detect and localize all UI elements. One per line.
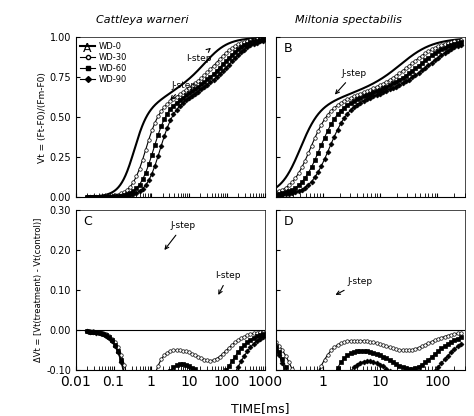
Y-axis label: Vt = (Ft-F0)/(Fm-F0): Vt = (Ft-F0)/(Fm-F0) (37, 72, 46, 163)
Text: B: B (283, 42, 292, 55)
Text: D: D (283, 215, 293, 228)
Y-axis label: ΔVt = [Vt(treatment) - Vt(control)]: ΔVt = [Vt(treatment) - Vt(control)] (34, 218, 43, 362)
Text: Cattleya warneri: Cattleya warneri (96, 15, 189, 25)
Legend: WD-0, WD-30, WD-60, WD-90: WD-0, WD-30, WD-60, WD-90 (80, 42, 127, 84)
Text: J-step: J-step (336, 69, 366, 94)
Text: I-step: I-step (186, 49, 211, 63)
Text: Miltonia spectabilis: Miltonia spectabilis (295, 15, 402, 25)
Text: I-step: I-step (216, 271, 241, 294)
Text: J-step: J-step (337, 277, 373, 295)
Text: C: C (83, 215, 92, 228)
Text: J-step: J-step (165, 221, 196, 249)
Text: J-step: J-step (171, 81, 197, 99)
Text: TIME[ms]: TIME[ms] (231, 402, 290, 415)
Text: A: A (83, 42, 92, 55)
